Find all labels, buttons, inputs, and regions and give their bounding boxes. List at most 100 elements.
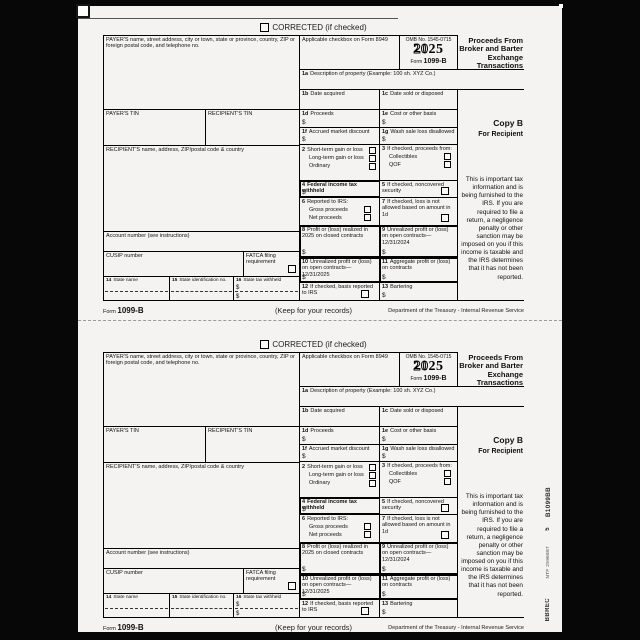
numbered-grid: 1b Date acquired 1c Date sold or disposed … [300,407,458,617]
box-5-noncovered-security: 5 If checked, noncovered security [380,498,458,514]
sheet-top-edge [78,18,398,19]
box-1b-date-acquired: 1b Date acquired [300,407,380,426]
perforation-line [78,320,562,321]
payer-tin-label: PAYER'S TIN [106,428,139,434]
box-number: 11 [382,576,388,582]
box-label: Ordinary [309,480,331,487]
cusip-fatca-row: CUSIP number FATCA filing requirement [104,569,299,594]
box-5-noncovered-security: 5 If checked, noncovered security [380,181,458,197]
box-number: 1b [302,91,309,97]
box-number: 1g [382,446,389,452]
header-row: Applicable checkbox on Form 8949 OMB No.… [300,35,524,70]
box2-short-term-checkbox [369,147,376,154]
box-number: 1d [302,428,309,434]
box-label: Aggregate profit or (loss) on contracts [382,576,451,589]
year-outline: 20 [413,359,429,375]
box-number: 1b [302,408,309,414]
box6-net-proceeds-checkbox [364,214,371,222]
box-label: Accrued market discount [308,129,370,135]
box-label: QOF [389,161,401,168]
box-1c-date-sold: 1c Date sold or disposed [380,407,458,426]
print-code-ntf: NTF 2596887 [545,546,550,579]
box-number: 4 [302,182,306,188]
box-label: If checked, noncovered security [382,499,444,512]
box-7-loss-not-allowed: 7 If checked, loss is not allowed based o… [380,515,458,542]
box-number: 2 [302,464,306,471]
box-label: If checked, loss is not allowed based on… [382,199,451,218]
form-sheet: CORRECTED (if checked) PAYER'S name, str… [76,4,563,632]
box-label: Ordinary [309,163,331,170]
cusip-label: CUSIP number [106,570,143,576]
box-1b-date-acquired: 1b Date acquired [300,90,380,109]
dollar-sign: $ [302,189,306,196]
box-1d-proceeds: 1d Proceeds $ [300,427,380,444]
box-number: 5 [382,182,386,188]
dollar-sign: $ [302,591,306,598]
header-row: Applicable checkbox on Form 8949 OMB No.… [300,352,524,387]
box6-net-proceeds-checkbox [364,531,371,539]
box-number: 5 [382,499,386,505]
box-label: Unrealized profit or (loss) on open cont… [302,259,372,278]
box-8-profit-closed-contracts: 8 Profit or (loss) realized in 2025 on cl… [300,543,380,574]
print-code-product: B1099BB [545,487,552,517]
box-label: Net proceeds [309,531,342,538]
payer-tin-label: PAYER'S TIN [106,111,139,117]
numbered-boxes-area: 1b Date acquired 1c Date sold or disposed … [300,407,524,617]
box-number: 1e [382,111,389,117]
dollar-sign: $ [236,611,240,617]
applicable-checkbox-label: Applicable checkbox on Form 8949 [302,37,388,43]
dollar-sign: $ [382,591,386,598]
box-15-state-id: 15 State identification no. [170,594,234,617]
form-1099b-copy-bottom: CORRECTED (if checked) PAYER'S name, str… [103,340,524,632]
form-1099b-copy-top: CORRECTED (if checked) PAYER'S name, str… [103,23,524,315]
box-label: Net proceeds [309,214,342,221]
keep-for-records-label: (Keep for your records) [274,306,353,315]
box-number: 1e [382,428,389,434]
box-1e-cost-basis: 1e Cost or other basis $ [380,110,458,127]
box12-checkbox [361,290,369,298]
account-number-box: Account number (see instructions) [104,232,299,252]
box-number: 13 [382,601,389,607]
dollar-sign: $ [302,566,306,573]
recipient-info-box: RECIPIENT'S name, address, ZIP/postal co… [104,146,299,232]
box-number: 1d [302,111,309,117]
treasury-label: Department of the Treasury - Internal Re… [388,625,524,631]
entry-divider [235,291,298,292]
box-number: 10 [302,576,309,582]
numbered-boxes-area: 1b Date acquired 1c Date sold or disposed … [300,90,524,300]
box-label: Cost or other basis [390,111,437,117]
form-word: Form [103,309,116,315]
recipient-info-box: RECIPIENT'S name, address, ZIP/postal co… [104,463,299,549]
box-label: Collectibles [389,153,418,160]
box-number: 4 [302,499,306,505]
box-1a-description: 1a Description of property (Example: 100 … [300,70,524,90]
print-code-sheet-number: 5 [545,527,551,531]
form-number: 1099-B [117,306,144,315]
form-word: Form [103,626,116,632]
box-number: 1a [302,71,309,77]
form-footer: Form 1099-B (Keep for your records) Depa… [103,304,524,315]
corrected-checkbox [260,340,270,349]
tax-year: 2025 [400,42,457,58]
box-number: 13 [382,284,389,290]
dollar-sign: $ [302,249,306,256]
box-number: 16 [236,595,242,600]
box-label: Short-term gain or loss [307,464,363,471]
box-1f-accrued-discount: 1f Accrued market discount $ [300,128,380,144]
box2-ordinary-checkbox [369,163,376,170]
print-code-bbrec: BBREC [545,598,551,622]
corrected-line: CORRECTED (if checked) [103,23,524,34]
state-row: 14 State name 15 State identification no. … [104,594,299,617]
box-label: Profit or (loss) realized in 2025 on clo… [302,227,368,240]
box-16-state-tax-withheld: 16 State tax withheld $ $ [234,594,299,617]
dollar-sign: $ [382,609,386,616]
box3-collectibles-checkbox [444,470,451,478]
recipient-label: RECIPIENT'S name, address, ZIP/postal co… [106,464,244,470]
form-footer: Form 1099-B (Keep for your records) Depa… [103,621,524,632]
box-10-unrealized-open-2025: 10 Unrealized profit or (loss) on open co… [300,575,380,599]
year-solid: 25 [428,42,444,57]
dollar-sign: $ [236,285,240,291]
omb-box: OMB No. 1545-0715 2025 Form 1099-B [400,35,458,70]
dollar-sign: $ [236,294,240,300]
account-number-box: Account number (see instructions) [104,549,299,569]
